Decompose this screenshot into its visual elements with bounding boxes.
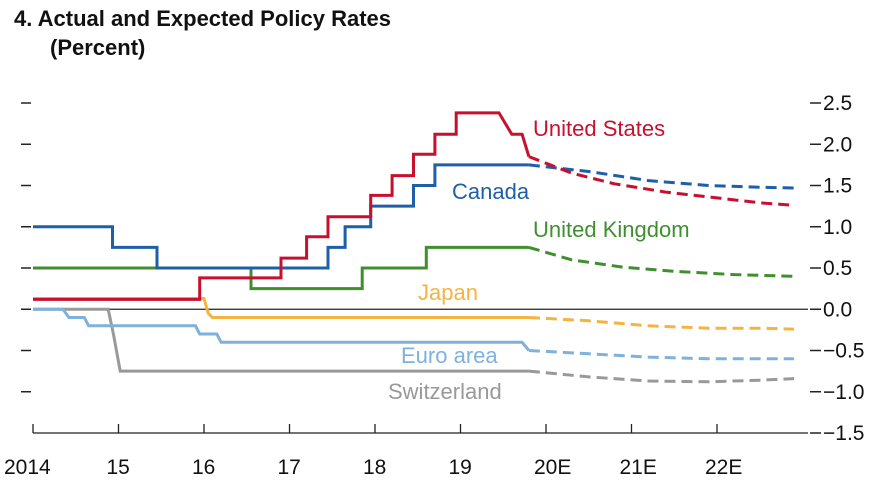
euro-area-forecast-line (528, 349, 794, 361)
y-tick-label: −0.5 (823, 340, 864, 363)
x-tick-label: 21E (620, 456, 657, 479)
japan-forecast-line (528, 316, 795, 331)
x-tick-label: 2014 (4, 456, 51, 479)
x-tick-label: 20E (534, 456, 571, 479)
x-tick-label: 15 (107, 456, 130, 479)
y-tick-label: −1.5 (823, 422, 864, 445)
y-tick-label: 0.0 (823, 298, 852, 321)
y-tick-label: 2.0 (823, 133, 852, 156)
united-kingdom-forecast-line (528, 245, 795, 278)
chart-title: 4. Actual and Expected Policy Rates (14, 6, 391, 31)
x-tick-label: 17 (278, 456, 301, 479)
united-states-forecast-line (528, 155, 795, 207)
y-tick-label: −1.0 (823, 381, 864, 404)
switzerland-label: Switzerland (388, 379, 502, 404)
united-kingdom-label: United Kingdom (533, 217, 690, 242)
japan-label: Japan (418, 280, 478, 305)
x-tick-label: 19 (449, 456, 472, 479)
euro-area-actual-line (33, 307, 531, 352)
x-tick-label: 16 (192, 456, 215, 479)
chart-subtitle: (Percent) (50, 35, 146, 60)
canada-label: Canada (452, 179, 530, 204)
canada-forecast-line (528, 163, 795, 190)
united-states-actual-line (33, 111, 531, 301)
y-tick-label: 2.5 (823, 92, 852, 115)
euro-area-label: Euro area (401, 343, 498, 368)
y-tick-label: 1.5 (823, 175, 852, 198)
x-tick-label: 22E (705, 456, 742, 479)
x-tick-label: 18 (363, 456, 386, 479)
switzerland-forecast-line (528, 369, 795, 384)
united-states-label: United States (533, 116, 665, 141)
switzerland-actual-line (33, 307, 529, 373)
y-tick-label: 0.5 (823, 257, 852, 280)
canada-actual-line (33, 163, 529, 270)
united-kingdom-actual-line (33, 245, 529, 291)
y-tick-label: 1.0 (823, 216, 852, 239)
